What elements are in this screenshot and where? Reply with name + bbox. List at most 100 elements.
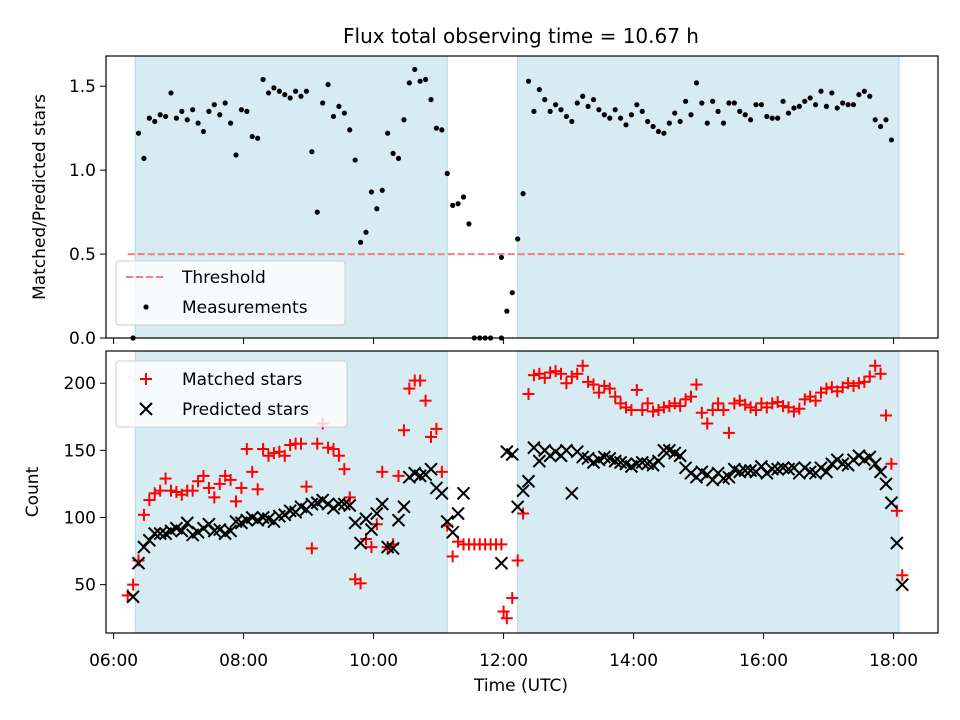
- measurement-point: [287, 95, 293, 101]
- measurement-point: [444, 170, 450, 177]
- predicted-star-point: [223, 524, 238, 538]
- matched-star-point: [766, 397, 779, 410]
- measurement-point: [379, 187, 385, 193]
- measurement-point: [504, 308, 510, 314]
- matched-star-point: [685, 390, 697, 403]
- measurement-point: [466, 221, 472, 227]
- x-tick-label: 14:00: [609, 651, 658, 671]
- measurement-point: [850, 102, 857, 108]
- matched-star-point: [565, 370, 578, 383]
- measurement-point: [179, 108, 185, 114]
- measurement-point: [439, 127, 445, 133]
- measurement-point: [542, 97, 548, 103]
- matched-star-point: [186, 484, 199, 497]
- matched-star-point: [690, 378, 703, 391]
- legend-box: [115, 260, 346, 326]
- measurement-point: [390, 150, 396, 156]
- matched-star-point: [695, 406, 708, 419]
- measurement-point: [639, 108, 645, 114]
- measurement-point: [829, 90, 835, 96]
- matched-star-point: [620, 401, 632, 414]
- matched-star-point: [143, 494, 156, 507]
- matched-star-point: [230, 495, 242, 508]
- matched-star-point: [609, 390, 622, 403]
- measurement-point: [525, 78, 532, 84]
- y-tick-label: 0.5: [69, 245, 96, 265]
- measurement-point: [888, 137, 895, 143]
- y-axis-label-ratio: Matched/Predicted stars: [30, 94, 50, 300]
- measurement-point: [634, 102, 640, 108]
- measurement-point: [742, 112, 748, 118]
- matched-star-point: [322, 441, 335, 454]
- measurement-point: [796, 103, 802, 109]
- measurement-point: [222, 100, 228, 106]
- measurement-point: [271, 85, 277, 91]
- predicted-star-point: [521, 474, 536, 488]
- count-legend: Matched stars Predicted stars: [115, 360, 348, 428]
- matched-star-point: [668, 397, 681, 410]
- matched-star-point: [625, 404, 638, 417]
- measurement-point: [574, 100, 580, 106]
- predicted-star-point: [884, 496, 899, 510]
- matched-star-point: [739, 398, 752, 411]
- matched-star-point: [300, 480, 313, 493]
- measurement-point: [509, 290, 515, 296]
- matched-star-point: [527, 369, 540, 382]
- measurement-point: [840, 100, 846, 106]
- measurement-point: [726, 100, 732, 106]
- predicted-star-point: [386, 541, 400, 556]
- measurement-point: [190, 107, 196, 113]
- predicted-star-point: [879, 477, 893, 491]
- matched-star-point: [392, 469, 405, 482]
- y-tick-label: 50: [74, 576, 96, 596]
- measurement-point: [747, 117, 754, 123]
- matched-star-point: [414, 374, 427, 387]
- matched-star-point: [343, 491, 356, 504]
- measurement-point: [374, 206, 380, 212]
- matched-star-point: [787, 405, 800, 418]
- matched-star-point: [213, 477, 226, 490]
- measurement-point: [720, 120, 727, 126]
- matched-star-point: [262, 449, 275, 462]
- predicted-star-point: [722, 470, 736, 484]
- predicted-star-point: [445, 525, 460, 539]
- predicted-star-point: [505, 447, 519, 462]
- count-panel: 50 100 150 200 Count Matched stars Predicte…: [23, 350, 939, 639]
- measurement-point: [688, 112, 694, 118]
- measurement-point: [672, 110, 678, 116]
- predicted-star-point: [819, 465, 834, 479]
- matched-star-point: [446, 550, 459, 563]
- measurement-point: [807, 95, 813, 101]
- measurement-point: [173, 115, 180, 121]
- measurement-point: [623, 122, 629, 128]
- predicted-star-point: [343, 498, 357, 513]
- matched-star-point: [127, 578, 140, 591]
- matched-star-point: [798, 393, 811, 406]
- measurement-point: [298, 93, 304, 99]
- matched-star-point: [652, 404, 665, 417]
- predicted-star-point: [175, 524, 189, 538]
- matched-star-point: [592, 386, 605, 399]
- measurement-point: [666, 120, 672, 126]
- predicted-star-point: [332, 497, 346, 511]
- matched-star-point: [896, 569, 909, 582]
- measurement-point: [336, 103, 342, 109]
- measurement-point: [422, 76, 429, 83]
- matched-star-point: [603, 382, 616, 395]
- measurement-point: [769, 115, 775, 121]
- measurement-point: [758, 102, 765, 108]
- measurement-point: [590, 97, 597, 103]
- matched-star-point: [728, 397, 741, 410]
- y-tick-label: 200: [64, 374, 96, 394]
- measurement-point: [802, 98, 808, 104]
- measurement-point: [677, 118, 683, 125]
- matched-star-point: [630, 383, 643, 396]
- measurement-point: [785, 110, 792, 116]
- measurement-point: [693, 80, 700, 86]
- matched-star-point: [327, 443, 340, 456]
- measurement-point: [227, 120, 234, 126]
- measurement-point: [682, 98, 689, 104]
- matched-star-point: [863, 370, 876, 383]
- measurement-point: [704, 120, 710, 126]
- measurement-point: [233, 152, 239, 158]
